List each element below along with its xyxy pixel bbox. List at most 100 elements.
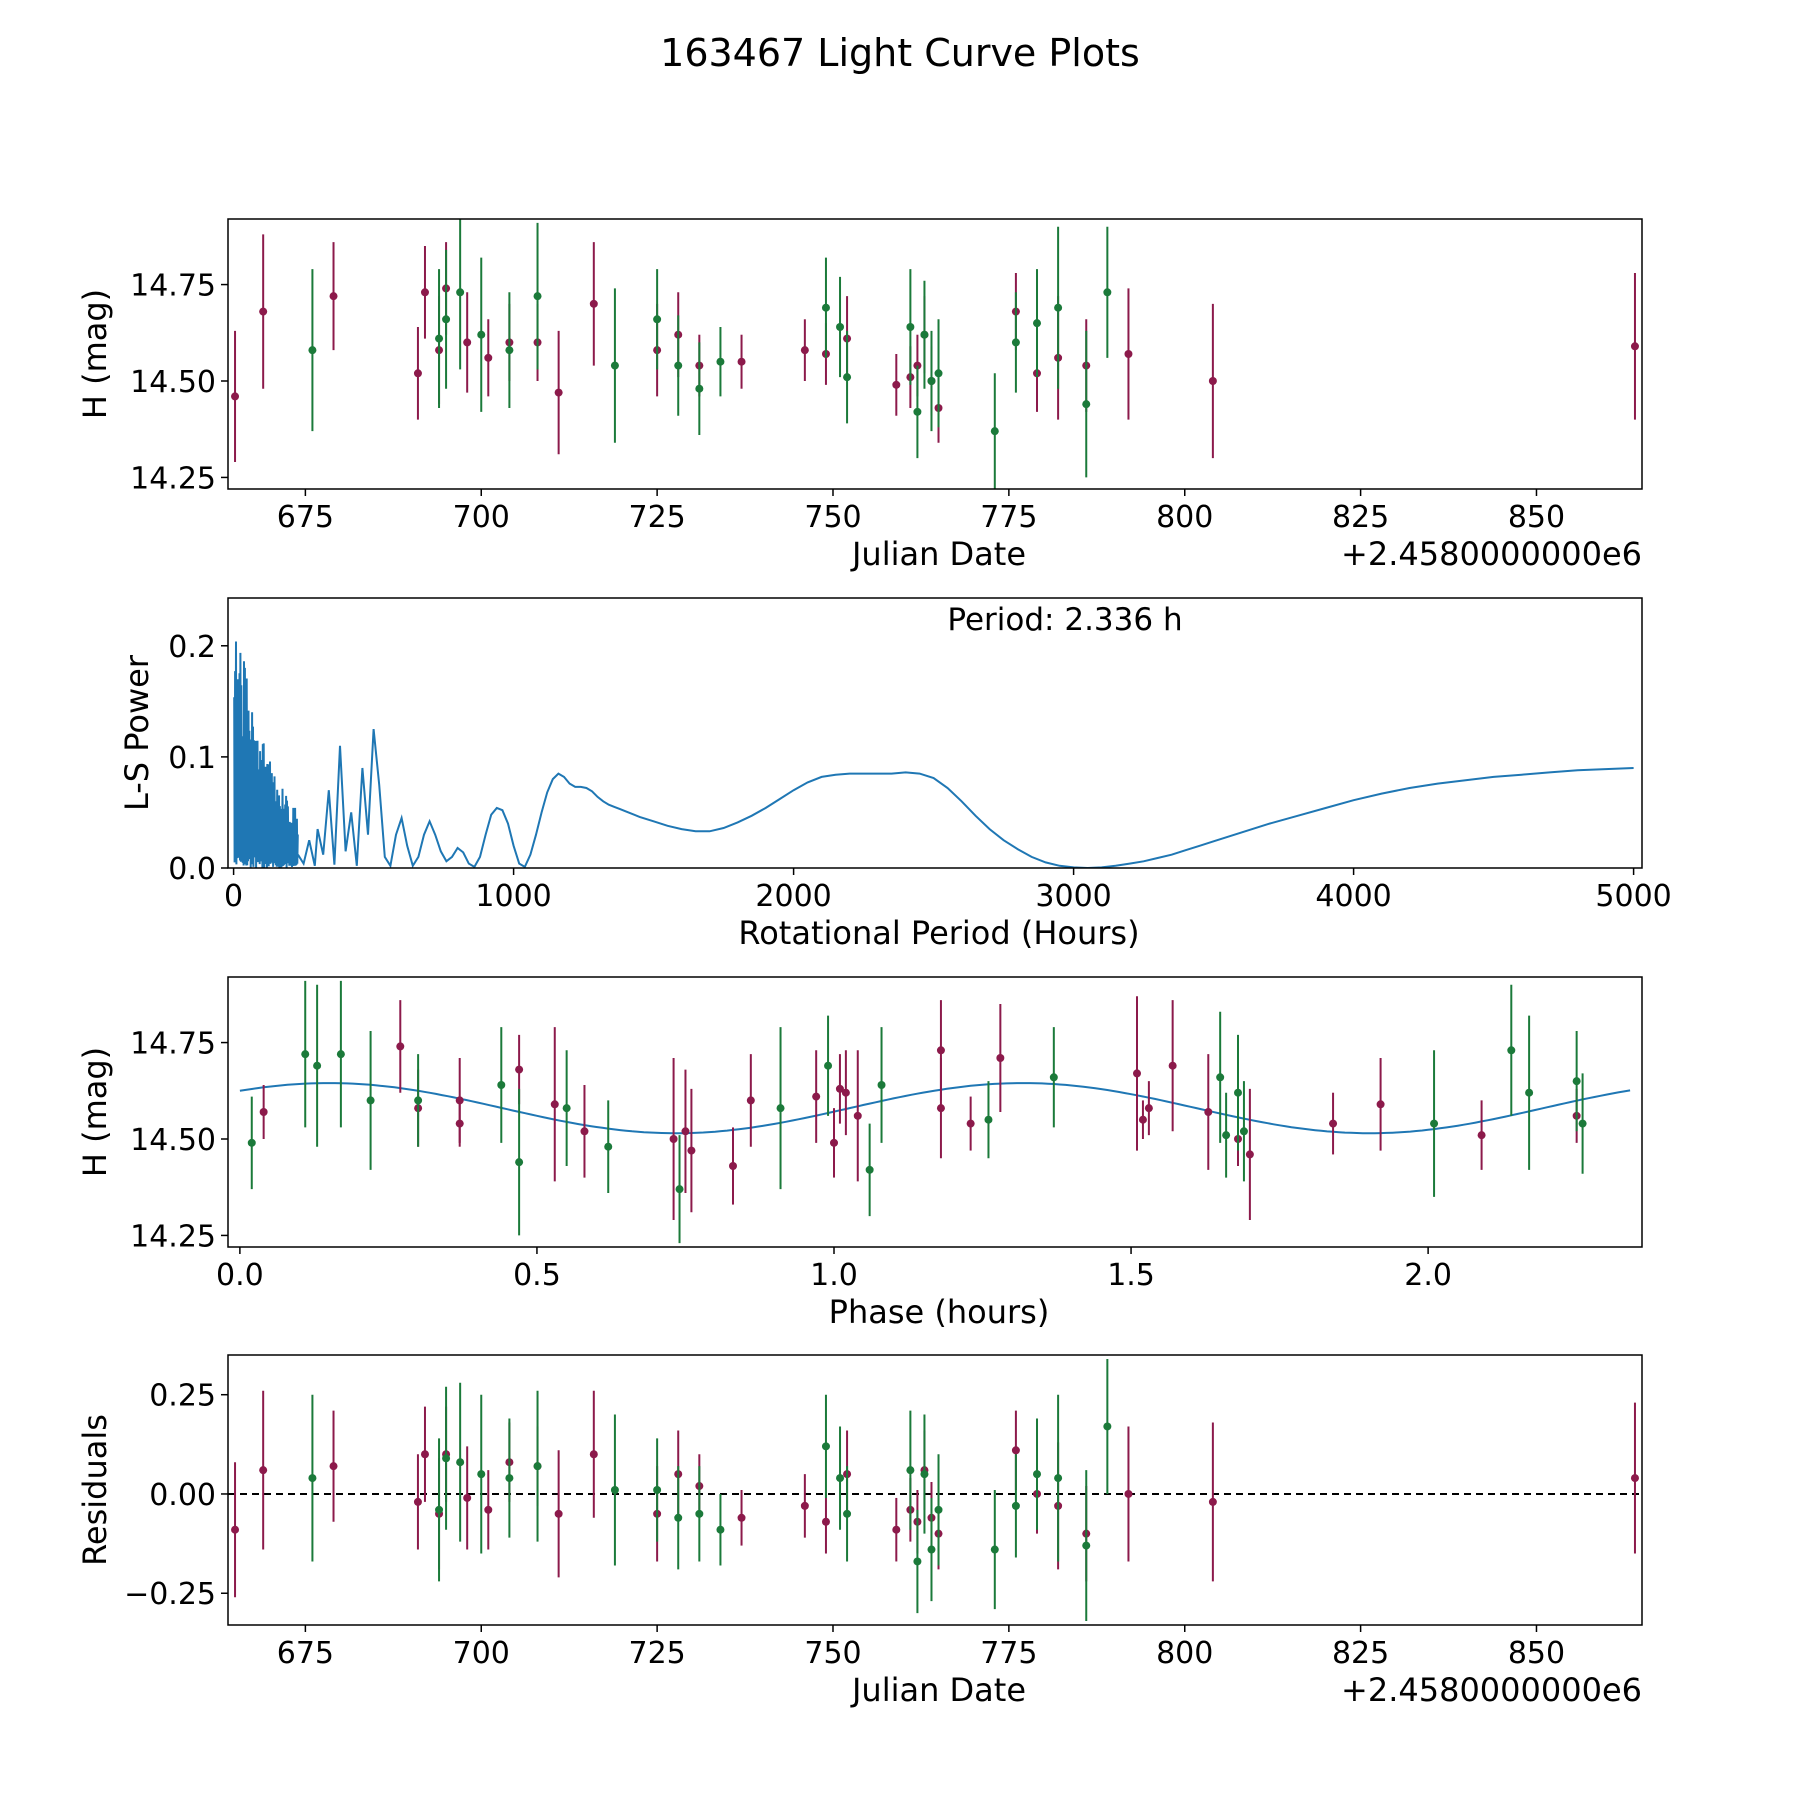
series-c: [247, 980, 1587, 1244]
data-point: [247, 1138, 256, 1147]
data-point: [906, 323, 915, 331]
data-point: [821, 1517, 830, 1526]
data-point: [1054, 1474, 1063, 1483]
light-curve-panel: 675 700 725 750 775 800 825 850 14.25 14.50 14.75 J…: [76, 218, 1643, 573]
data-point: [477, 1470, 486, 1479]
data-point: [1208, 377, 1217, 385]
data-point: [936, 1046, 945, 1055]
data-point: [1082, 1541, 1091, 1550]
data-point: [413, 369, 422, 378]
data-point: [435, 334, 444, 343]
data-point: [1011, 1501, 1020, 1510]
data-point: [836, 1474, 845, 1483]
data-point: [1245, 1150, 1254, 1159]
data-point: [737, 357, 746, 366]
x-tick-label: 800: [1156, 1636, 1213, 1671]
data-point: [927, 1545, 936, 1554]
data-point: [420, 288, 429, 297]
data-point: [505, 346, 514, 355]
data-point: [562, 1104, 571, 1113]
y-tick-label: 0.1: [168, 741, 216, 776]
data-point: [610, 361, 619, 370]
data-point: [1011, 338, 1020, 347]
data-point: [934, 1505, 943, 1514]
data-point: [589, 1450, 598, 1459]
data-point: [463, 1493, 472, 1502]
y-tick-label: 14.50: [130, 365, 216, 400]
plot-area: [228, 1358, 1642, 1622]
data-point: [580, 1127, 589, 1136]
data-point: [936, 1104, 945, 1113]
data-point: [1222, 1131, 1231, 1140]
data-point: [456, 1458, 465, 1467]
x-axis-label: Phase (hours): [829, 1293, 1050, 1331]
data-point: [554, 1509, 563, 1518]
data-point: [674, 361, 683, 370]
data-point: [906, 1466, 915, 1475]
x-tick-label: 750: [804, 1636, 861, 1671]
data-point: [259, 307, 268, 316]
data-point: [776, 1104, 785, 1113]
x-tick-label: 0.5: [513, 1258, 561, 1293]
data-point: [505, 1474, 514, 1483]
data-point: [836, 323, 845, 331]
x-tick-label: 3000: [1035, 879, 1111, 914]
figure-title: 163467 Light Curve Plots: [660, 31, 1140, 75]
data-point: [1507, 1046, 1516, 1055]
data-point: [1329, 1119, 1338, 1128]
data-point: [1208, 1497, 1217, 1506]
data-point: [1054, 303, 1063, 312]
data-point: [533, 1462, 542, 1471]
periodogram-curve: [297, 728, 1634, 868]
x-tick-label: 4000: [1315, 879, 1391, 914]
data-point: [604, 1142, 613, 1151]
data-point: [456, 288, 465, 297]
plot-area: [239, 980, 1631, 1244]
data-point: [463, 338, 472, 347]
data-point: [843, 1509, 852, 1518]
data-point: [1477, 1131, 1486, 1140]
sinusoid-model-curve: [239, 1082, 1631, 1135]
data-point: [653, 315, 662, 324]
data-point: [669, 1135, 678, 1143]
data-point: [913, 1557, 922, 1566]
x-tick-label: 675: [277, 1636, 334, 1671]
data-point: [515, 1158, 524, 1167]
data-point: [1103, 288, 1112, 297]
x-tick-label: 1.0: [810, 1258, 858, 1293]
axes-frame: [227, 976, 1643, 1248]
y-axis-label: H (mag): [76, 1047, 114, 1177]
data-point: [830, 1138, 838, 1147]
axes-frame: [227, 597, 1643, 869]
residuals-panel: 675 700 725 750 775 800 825 850 −0.25 0.00 0.25 Jul…: [76, 1354, 1643, 1709]
data-point: [841, 1088, 850, 1097]
data-point: [927, 377, 936, 385]
data-point: [716, 357, 725, 366]
data-point: [675, 1185, 684, 1194]
data-point: [729, 1162, 737, 1170]
data-point: [455, 1096, 464, 1105]
y-tick-label: 0.2: [168, 630, 216, 665]
data-point: [1204, 1108, 1213, 1116]
data-point: [1124, 350, 1133, 358]
data-point: [308, 346, 317, 355]
data-point: [308, 1474, 317, 1483]
data-point: [1630, 342, 1639, 351]
data-point: [497, 1081, 506, 1089]
data-point: [589, 299, 598, 308]
series-o: [231, 234, 1639, 462]
x-tick-label: 850: [1508, 500, 1565, 535]
x-axis-label: Julian Date: [850, 1671, 1026, 1709]
data-point: [413, 1497, 422, 1506]
data-point: [259, 1108, 268, 1116]
x-tick-label: 2.0: [1404, 1258, 1452, 1293]
data-point: [812, 1092, 821, 1101]
y-tick-label: 0.0: [168, 852, 216, 887]
x-tick-label: 775: [980, 1636, 1037, 1671]
data-point: [259, 1466, 268, 1475]
data-point: [610, 1486, 619, 1494]
data-point: [1572, 1077, 1581, 1086]
data-point: [1138, 1115, 1147, 1124]
data-point: [716, 1525, 725, 1534]
